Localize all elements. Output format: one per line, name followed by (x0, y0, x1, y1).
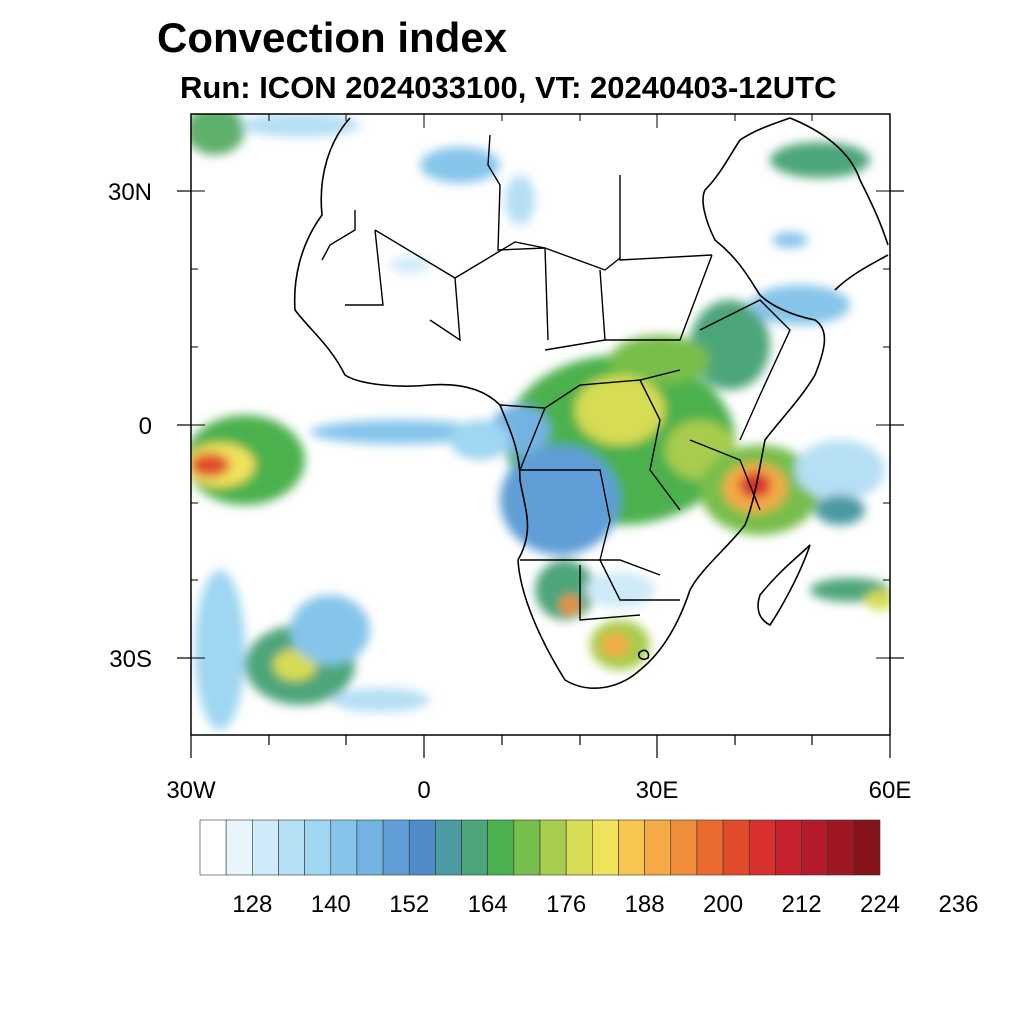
colorbar-swatch (330, 819, 358, 876)
colorbar-swatch (722, 819, 750, 876)
outer-ticks (177, 190, 904, 758)
colorbar-swatch (513, 819, 541, 876)
colorbar-swatch (356, 819, 384, 876)
colorbar-label: 188 (625, 891, 665, 918)
colorbar-swatch (252, 819, 279, 876)
colorbar-label: 128 (232, 891, 272, 918)
colorbar-swatch (853, 819, 881, 876)
convection-shading (191, 114, 890, 730)
colorbar-label: 152 (389, 891, 429, 918)
colorbar-swatch (278, 819, 305, 876)
plot-area (191, 114, 890, 735)
colorbar-swatch (775, 819, 802, 876)
lon-labels: 30W 0 30E 60E (166, 777, 911, 804)
colorbar-swatch (618, 819, 645, 876)
lat-label: 30S (109, 646, 152, 673)
lon-label: 30E (636, 777, 679, 804)
colorbar-swatch (435, 819, 462, 876)
colorbar-label: 236 (938, 891, 978, 918)
lon-label: 30W (166, 777, 216, 804)
country-borders (321, 134, 791, 621)
colorbar-swatch (304, 819, 332, 876)
colorbar-label: 176 (546, 891, 586, 918)
colorbar-label: 140 (311, 891, 351, 918)
colorbar-swatch (748, 819, 776, 876)
colorbar-labels: 128 140 152 164 176 188 200 212 224 236 (232, 891, 978, 918)
colorbar-swatch (696, 819, 724, 876)
colorbar-swatch (382, 819, 410, 876)
map-title: Convection index (157, 14, 508, 61)
colorbar-label: 200 (703, 891, 743, 918)
coastlines (293, 117, 889, 689)
colorbar-label: 224 (860, 891, 900, 918)
colorbar-swatch (408, 819, 436, 876)
colorbar-label: 164 (468, 891, 508, 918)
colorbar-swatch (827, 819, 855, 876)
colorbar-swatch (225, 819, 253, 876)
colorbar-swatch (461, 819, 488, 876)
lon-label: 0 (417, 777, 430, 804)
lat-label: 0 (139, 413, 152, 440)
colorbar-swatch (644, 819, 672, 876)
lat-label: 30N (108, 179, 152, 206)
lat-labels: 30N 0 30S (108, 179, 152, 673)
map-subtitle: Run: ICON 2024033100, VT: 20240403-12UTC (180, 70, 837, 105)
colorbar-swatch (801, 819, 828, 876)
colorbar-swatch (539, 819, 567, 876)
colorbar-swatch (199, 819, 227, 876)
minor-ticks (191, 114, 890, 659)
colorbar-swatch (565, 819, 593, 876)
lon-label: 60E (869, 777, 912, 804)
colorbar-swatch (487, 819, 515, 876)
colorbar-swatch (670, 819, 698, 876)
colorbar (199, 819, 881, 876)
colorbar-label: 212 (782, 891, 822, 918)
colorbar-swatch (592, 819, 619, 876)
